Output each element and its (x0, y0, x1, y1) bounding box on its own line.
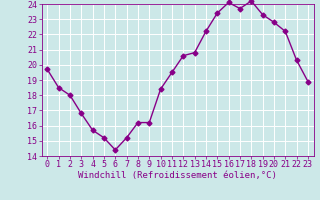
X-axis label: Windchill (Refroidissement éolien,°C): Windchill (Refroidissement éolien,°C) (78, 171, 277, 180)
